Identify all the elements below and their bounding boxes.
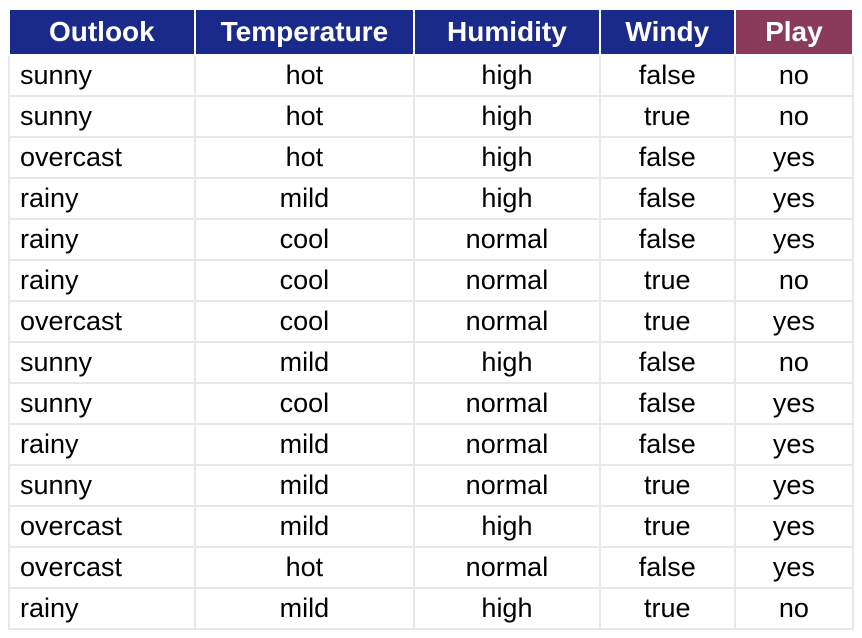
- cell-windy: false: [600, 383, 735, 424]
- cell-humidity: high: [414, 506, 600, 547]
- table-header-row: Outlook Temperature Humidity Windy Play: [9, 9, 853, 55]
- cell-temperature: mild: [195, 465, 414, 506]
- cell-humidity: high: [414, 342, 600, 383]
- column-header-temperature: Temperature: [195, 9, 414, 55]
- cell-play: no: [735, 342, 853, 383]
- table-row: sunny cool normal false yes: [9, 383, 853, 424]
- cell-humidity: normal: [414, 219, 600, 260]
- cell-windy: true: [600, 588, 735, 629]
- cell-humidity: high: [414, 178, 600, 219]
- table-row: sunny hot high true no: [9, 96, 853, 137]
- cell-temperature: hot: [195, 547, 414, 588]
- cell-humidity: normal: [414, 260, 600, 301]
- cell-temperature: mild: [195, 342, 414, 383]
- table-row: overcast cool normal true yes: [9, 301, 853, 342]
- cell-play: yes: [735, 465, 853, 506]
- cell-outlook: overcast: [9, 301, 195, 342]
- cell-play: yes: [735, 547, 853, 588]
- cell-play: no: [735, 55, 853, 96]
- cell-temperature: mild: [195, 178, 414, 219]
- cell-windy: true: [600, 96, 735, 137]
- cell-outlook: sunny: [9, 383, 195, 424]
- cell-play: yes: [735, 383, 853, 424]
- cell-outlook: sunny: [9, 96, 195, 137]
- cell-windy: false: [600, 137, 735, 178]
- cell-windy: false: [600, 55, 735, 96]
- table-row: overcast hot normal false yes: [9, 547, 853, 588]
- cell-outlook: rainy: [9, 178, 195, 219]
- table-row: rainy cool normal true no: [9, 260, 853, 301]
- cell-temperature: cool: [195, 219, 414, 260]
- weather-play-table: Outlook Temperature Humidity Windy Play …: [8, 8, 854, 630]
- table-row: rainy mild normal false yes: [9, 424, 853, 465]
- cell-play: yes: [735, 424, 853, 465]
- table-row: sunny mild high false no: [9, 342, 853, 383]
- cell-windy: false: [600, 424, 735, 465]
- cell-temperature: cool: [195, 383, 414, 424]
- table-row: rainy cool normal false yes: [9, 219, 853, 260]
- cell-humidity: normal: [414, 465, 600, 506]
- cell-windy: false: [600, 547, 735, 588]
- cell-outlook: overcast: [9, 547, 195, 588]
- table-row: rainy mild high false yes: [9, 178, 853, 219]
- cell-windy: false: [600, 219, 735, 260]
- table-row: rainy mild high true no: [9, 588, 853, 629]
- table-row: overcast mild high true yes: [9, 506, 853, 547]
- cell-play: no: [735, 96, 853, 137]
- cell-play: no: [735, 260, 853, 301]
- cell-humidity: high: [414, 96, 600, 137]
- table-header: Outlook Temperature Humidity Windy Play: [9, 9, 853, 55]
- cell-temperature: mild: [195, 424, 414, 465]
- table-row: sunny mild normal true yes: [9, 465, 853, 506]
- table-body: sunny hot high false no sunny hot high t…: [9, 55, 853, 629]
- column-header-humidity: Humidity: [414, 9, 600, 55]
- cell-windy: false: [600, 178, 735, 219]
- cell-play: yes: [735, 178, 853, 219]
- cell-outlook: overcast: [9, 137, 195, 178]
- cell-humidity: high: [414, 137, 600, 178]
- cell-temperature: hot: [195, 96, 414, 137]
- table-row: sunny hot high false no: [9, 55, 853, 96]
- cell-outlook: rainy: [9, 219, 195, 260]
- cell-outlook: rainy: [9, 424, 195, 465]
- cell-play: yes: [735, 137, 853, 178]
- cell-outlook: overcast: [9, 506, 195, 547]
- cell-temperature: mild: [195, 588, 414, 629]
- cell-outlook: rainy: [9, 260, 195, 301]
- cell-windy: true: [600, 465, 735, 506]
- cell-temperature: cool: [195, 301, 414, 342]
- column-header-outlook: Outlook: [9, 9, 195, 55]
- cell-humidity: normal: [414, 547, 600, 588]
- cell-humidity: normal: [414, 424, 600, 465]
- cell-outlook: sunny: [9, 465, 195, 506]
- cell-windy: true: [600, 506, 735, 547]
- cell-outlook: sunny: [9, 55, 195, 96]
- cell-temperature: hot: [195, 137, 414, 178]
- cell-play: yes: [735, 301, 853, 342]
- cell-play: yes: [735, 506, 853, 547]
- cell-temperature: cool: [195, 260, 414, 301]
- cell-temperature: hot: [195, 55, 414, 96]
- cell-play: yes: [735, 219, 853, 260]
- cell-play: no: [735, 588, 853, 629]
- table-row: overcast hot high false yes: [9, 137, 853, 178]
- cell-humidity: normal: [414, 301, 600, 342]
- column-header-play: Play: [735, 9, 853, 55]
- column-header-windy: Windy: [600, 9, 735, 55]
- cell-humidity: high: [414, 55, 600, 96]
- cell-outlook: sunny: [9, 342, 195, 383]
- cell-windy: true: [600, 301, 735, 342]
- cell-windy: false: [600, 342, 735, 383]
- cell-windy: true: [600, 260, 735, 301]
- cell-temperature: mild: [195, 506, 414, 547]
- cell-humidity: normal: [414, 383, 600, 424]
- cell-humidity: high: [414, 588, 600, 629]
- cell-outlook: rainy: [9, 588, 195, 629]
